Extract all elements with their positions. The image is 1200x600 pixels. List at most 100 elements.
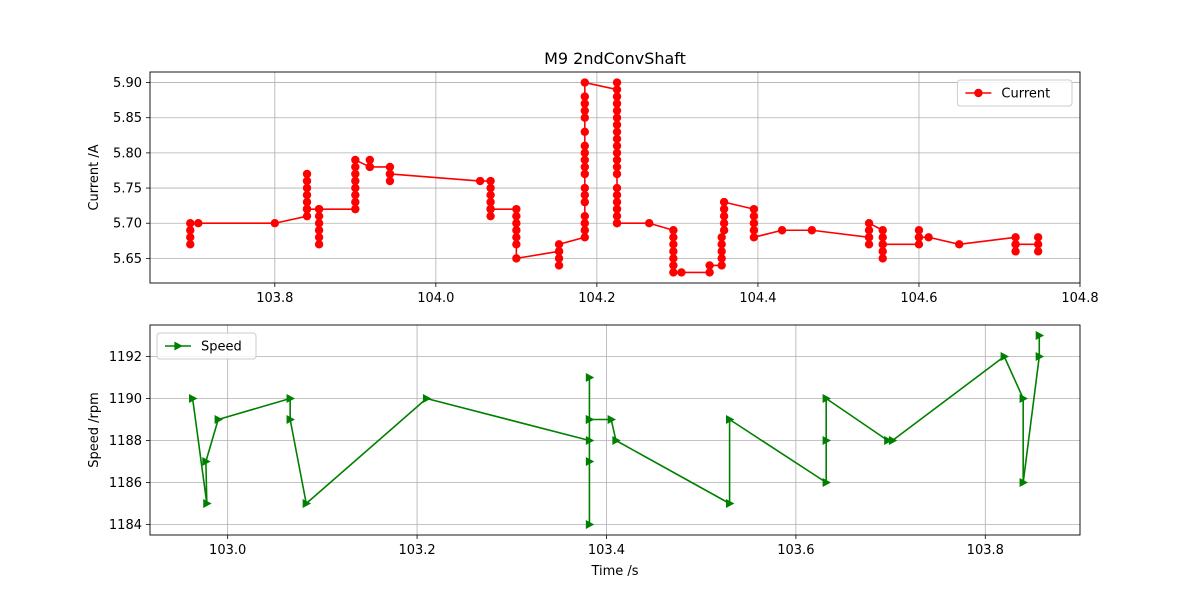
- data-point: [669, 261, 678, 270]
- data-point: [1019, 394, 1028, 403]
- data-point: [314, 219, 324, 228]
- data-point: [302, 176, 312, 186]
- legend-label: Speed: [201, 340, 242, 355]
- data-point: [878, 233, 887, 242]
- data-point: [314, 226, 324, 235]
- axes-frame: [149, 324, 1081, 536]
- data-point: [512, 226, 521, 235]
- data-point: [864, 226, 874, 235]
- data-point: [422, 394, 432, 403]
- axes-frame: [149, 71, 1081, 284]
- data-point: [645, 219, 654, 228]
- data-point: [884, 436, 893, 445]
- data-point: [1019, 478, 1028, 487]
- data-point: [914, 233, 924, 242]
- data-point: [286, 415, 295, 424]
- data-point: [612, 113, 622, 122]
- data-point: [864, 240, 874, 249]
- data-point: [585, 520, 595, 529]
- data-point: [612, 141, 622, 151]
- data-point: [286, 394, 295, 403]
- data-point: [302, 499, 312, 508]
- x-tick-label: 103.4: [588, 543, 625, 558]
- data-point: [351, 197, 360, 207]
- data-point: [580, 99, 590, 108]
- data-point: [719, 226, 729, 235]
- data-point: [1033, 240, 1043, 249]
- data-point: [669, 268, 678, 277]
- data-point: [314, 211, 324, 221]
- y-axis-label: Speed /rpm: [87, 392, 102, 468]
- data-point: [612, 169, 622, 179]
- data-point: [186, 226, 195, 235]
- data-point: [302, 204, 312, 214]
- data-point: [585, 436, 595, 445]
- data-point: [612, 99, 622, 108]
- y-tick-label: 1190: [109, 392, 142, 407]
- data-point: [864, 233, 874, 242]
- y-tick-label: 5.65: [113, 252, 142, 267]
- data-point: [512, 204, 521, 214]
- data-point: [914, 240, 924, 249]
- data-point: [351, 176, 360, 186]
- data-point: [717, 261, 726, 270]
- data-point: [194, 219, 203, 228]
- data-point: [822, 394, 831, 403]
- data-point: [822, 436, 831, 445]
- legend: Speed: [156, 332, 257, 360]
- y-axis-label: Current /A: [87, 144, 102, 210]
- data-point: [351, 162, 360, 172]
- data-point: [612, 219, 622, 228]
- data-point: [612, 155, 622, 165]
- series-line: [191, 335, 1041, 526]
- data-point: [717, 254, 726, 263]
- series-speed: [189, 331, 1045, 529]
- data-point: [807, 226, 817, 235]
- data-point: [719, 211, 729, 221]
- data-point: [955, 240, 964, 249]
- x-tick-label: 104.0: [417, 291, 454, 306]
- data-point: [612, 190, 622, 200]
- legend-marker: [174, 341, 183, 351]
- data-point: [612, 127, 622, 136]
- data-point: [486, 176, 495, 186]
- data-point: [186, 240, 195, 249]
- data-point: [612, 134, 622, 144]
- data-point: [585, 373, 595, 382]
- data-point: [914, 226, 924, 235]
- data-point: [580, 155, 590, 165]
- data-point: [585, 415, 595, 424]
- data-point: [612, 436, 621, 445]
- data-point: [777, 226, 787, 235]
- y-tick-label: 1186: [109, 476, 142, 491]
- data-point: [669, 240, 678, 249]
- chart-title: M9 2ndConvShaft: [544, 49, 686, 68]
- data-point: [554, 254, 564, 263]
- x-tick-label: 104.8: [1061, 291, 1098, 306]
- x-axis-label: Time /s: [590, 564, 638, 579]
- data-point: [351, 183, 360, 193]
- data-point: [749, 233, 759, 242]
- data-point: [612, 204, 622, 214]
- data-point: [719, 197, 729, 207]
- legend: Current: [956, 79, 1073, 107]
- data-point: [822, 478, 831, 487]
- data-point: [580, 113, 590, 122]
- data-point: [749, 211, 759, 221]
- data-point: [189, 394, 198, 403]
- data-point: [580, 141, 590, 151]
- data-point: [203, 499, 212, 508]
- data-point: [302, 211, 312, 221]
- legend-label: Current: [1001, 87, 1050, 102]
- data-point: [512, 211, 521, 221]
- y-tick-label: 1188: [109, 434, 142, 449]
- data-point: [717, 240, 726, 249]
- data-point: [580, 78, 590, 87]
- x-tick-label: 103.8: [256, 291, 293, 306]
- legend-box: [956, 79, 1073, 107]
- data-point: [612, 120, 622, 129]
- data-point: [580, 211, 590, 221]
- data-point: [725, 499, 735, 508]
- data-point: [878, 226, 887, 235]
